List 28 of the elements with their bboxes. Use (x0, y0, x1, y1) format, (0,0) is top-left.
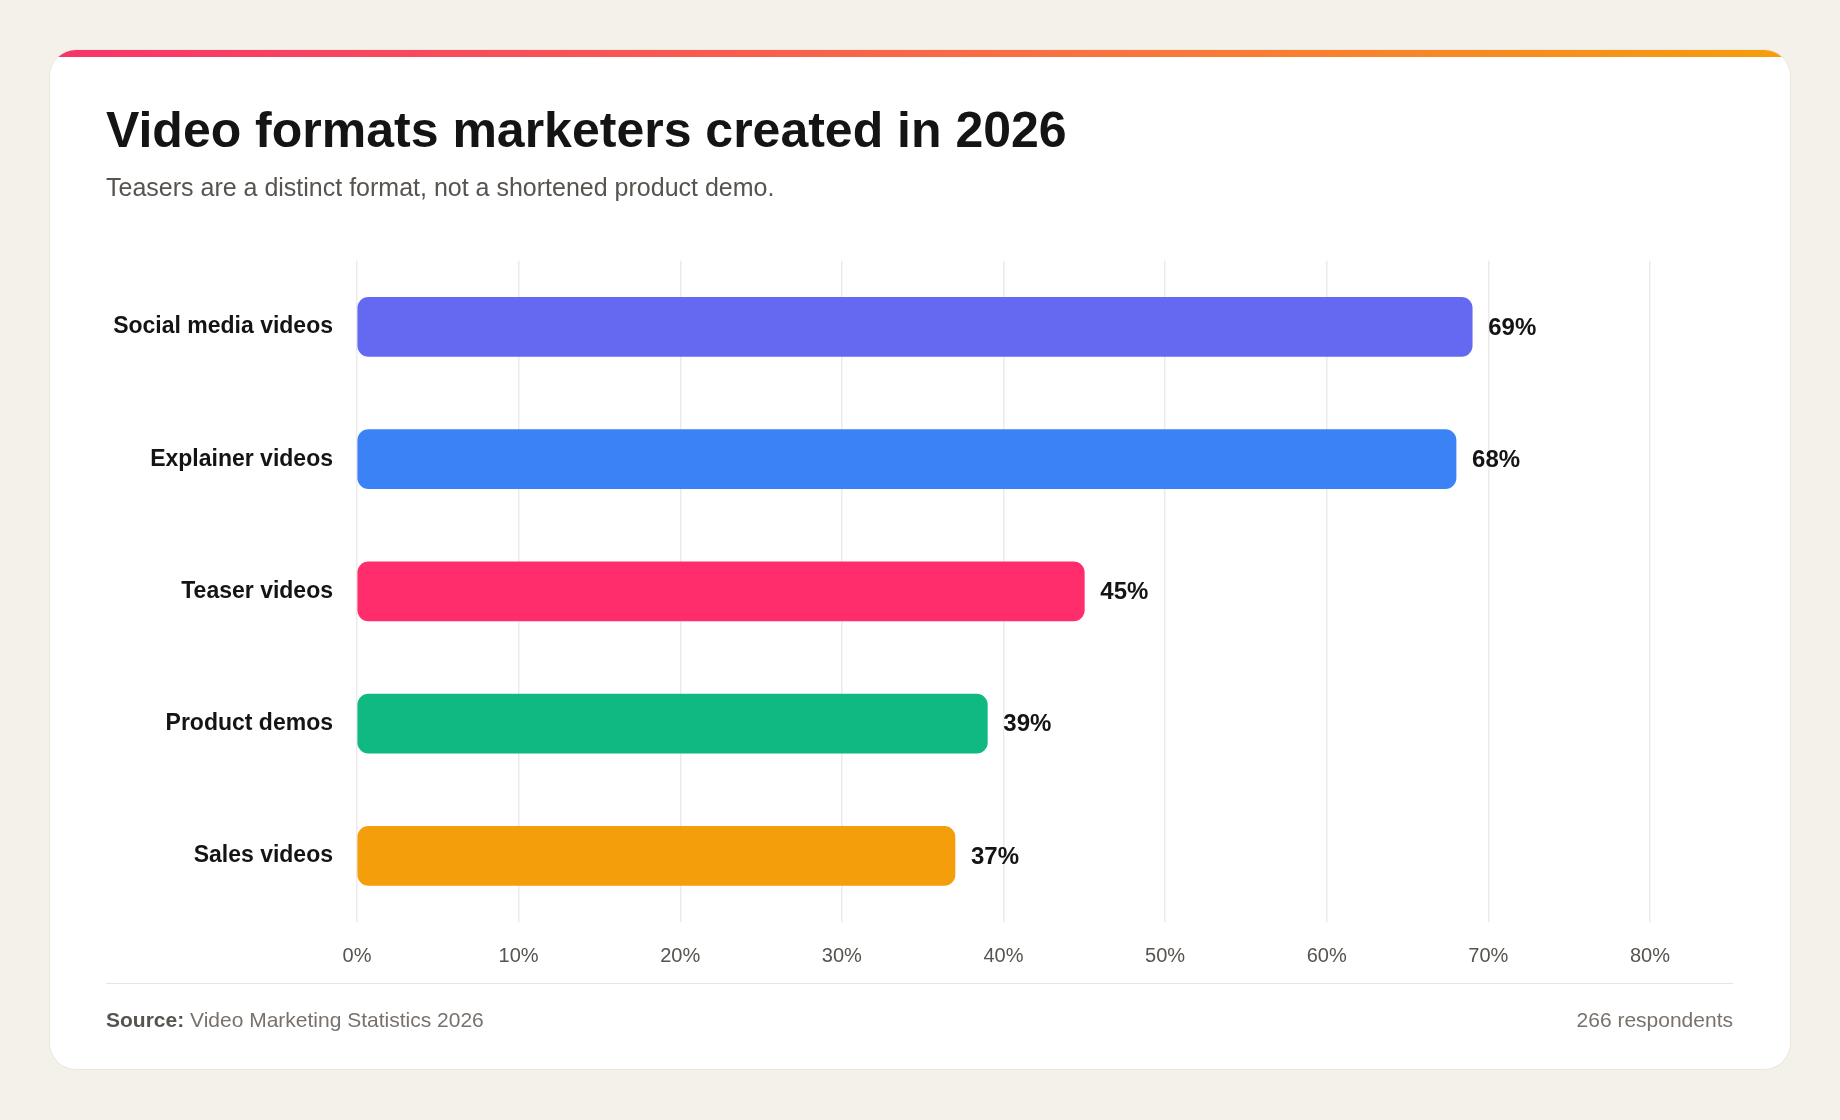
bar (357, 429, 1457, 489)
data-label: 37% (971, 841, 1020, 869)
chart-subtitle: Teasers are a distinct format, not a shortened product demo. (106, 172, 775, 203)
y-tick-label: Teaser videos (181, 576, 333, 603)
data-label: 68% (1472, 444, 1521, 472)
x-tick-label: 20% (660, 943, 701, 966)
x-tick-label: 0% (342, 943, 372, 966)
x-tick-label: 50% (1145, 943, 1186, 966)
bar (357, 561, 1085, 622)
x-tick-label: 60% (1306, 943, 1347, 966)
chart-title: Video formats marketers created in 2026 (106, 101, 1067, 160)
y-tick-label: Social media videos (113, 312, 333, 339)
x-tick-label: 10% (498, 943, 539, 966)
bar (357, 693, 988, 754)
y-tick-label: Explainer videos (150, 444, 333, 471)
bar (357, 297, 1473, 357)
x-tick-label: 70% (1468, 943, 1509, 966)
source-note: Source: Video Marketing Statistics 2026 (106, 1008, 484, 1032)
text: 266 respondents (1576, 1008, 1733, 1032)
y-tick-label: Sales videos (193, 841, 333, 868)
x-tick-label: 80% (1629, 943, 1671, 966)
y-tick-label: Product demos (165, 708, 333, 735)
x-tick-label: 40% (983, 943, 1024, 966)
data-label: 69% (1488, 312, 1537, 340)
x-tick-label: 30% (821, 943, 863, 966)
data-label: 39% (1003, 709, 1052, 737)
bar (357, 826, 956, 886)
data-label: 45% (1100, 577, 1149, 605)
